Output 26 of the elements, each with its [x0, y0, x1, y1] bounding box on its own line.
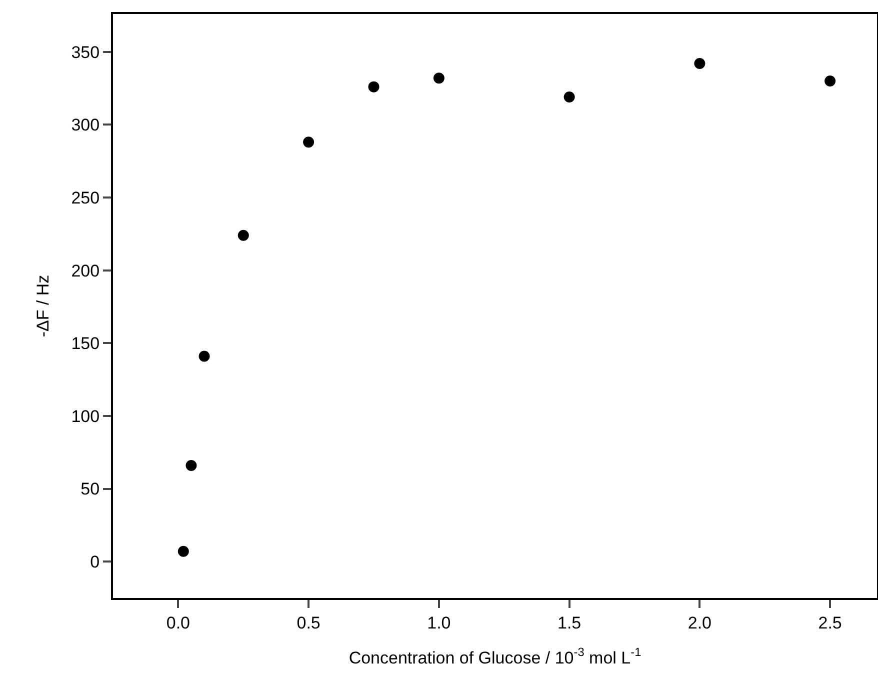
point [303, 136, 314, 148]
x-tick-label: 2.5 [818, 613, 842, 632]
y-tick-label: 0 [90, 552, 100, 572]
y-tick-label: 250 [71, 188, 100, 208]
y-axis-title: -ΔF / Hz [33, 274, 52, 338]
y-tick-label: 150 [71, 334, 100, 354]
y-tick-label: 200 [71, 261, 100, 280]
point [564, 92, 575, 103]
y-tick-label: 350 [71, 42, 100, 62]
x-tick-label: 2.0 [688, 613, 712, 632]
point [824, 75, 836, 86]
x-axis-title: Concentration of Glucose / 10$^{-3}$ mol L$^{-1}$ [348, 645, 642, 668]
point [186, 460, 197, 471]
point [368, 81, 380, 92]
y-tick-label: 100 [71, 406, 100, 426]
point [694, 58, 706, 70]
point [433, 72, 444, 84]
x-tick-label: 1.0 [427, 613, 451, 632]
y-tick-label: 300 [71, 116, 100, 135]
point [178, 546, 189, 557]
x-tick-label: 0.0 [166, 613, 190, 632]
point [238, 230, 249, 241]
x-tick-label: 0.5 [296, 613, 320, 632]
x-tick-label: 1.5 [557, 613, 582, 632]
point [198, 350, 210, 362]
y-tick-label: 50 [80, 480, 100, 499]
